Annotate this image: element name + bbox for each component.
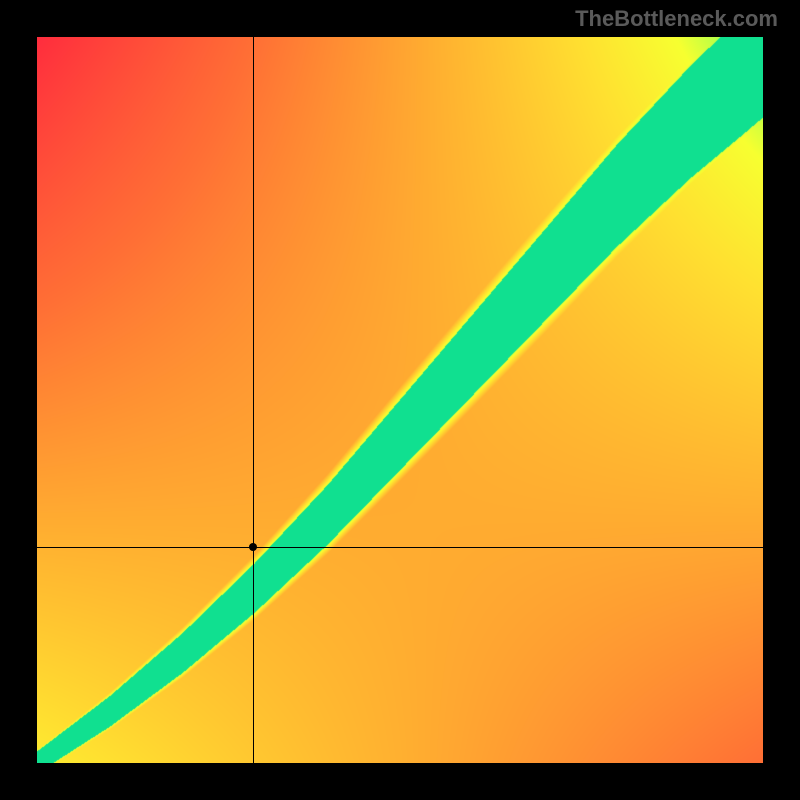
plot-area (37, 37, 763, 763)
chart-container: TheBottleneck.com (0, 0, 800, 800)
heatmap-canvas (37, 37, 763, 763)
crosshair-horizontal (37, 547, 763, 548)
marker-dot (249, 543, 257, 551)
watermark-label: TheBottleneck.com (575, 6, 778, 32)
crosshair-vertical (253, 37, 254, 763)
